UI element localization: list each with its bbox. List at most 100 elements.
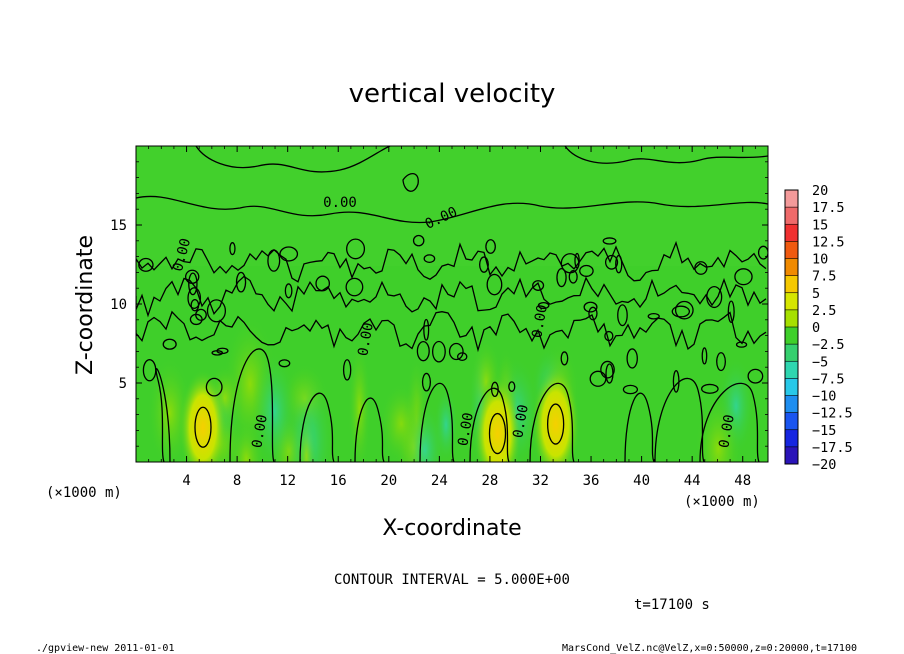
contour-cell (189, 313, 203, 326)
contour-cell (138, 257, 154, 272)
contour-cell (486, 273, 503, 296)
contour-cell (187, 287, 202, 310)
shade-blob (296, 412, 317, 462)
contour-cell (647, 312, 660, 320)
x-axis: 4 8 12 16 20 24 28 32 36 40 44 48 (148, 146, 756, 489)
contour-label: 0.00 (355, 321, 377, 357)
contour-interval: CONTOUR INTERVAL = 5.000E+00 (334, 572, 570, 588)
colorbar-swatch (785, 224, 798, 242)
colorbar-label: 17.5 (812, 200, 845, 216)
x-tick-label: 36 (583, 473, 600, 489)
colorbar-swatch (785, 361, 798, 379)
colorbar-label: −7.5 (812, 371, 845, 387)
colorbar-label: 0 (812, 320, 820, 336)
colorbar-swatch (785, 327, 798, 345)
contour-line (469, 387, 510, 462)
contour-cell (716, 352, 726, 372)
contour-line (419, 382, 455, 462)
x-tick-label: 24 (431, 473, 448, 489)
updraft-contour (194, 406, 212, 448)
contour-cell (206, 299, 227, 323)
contour-line (699, 382, 760, 462)
x-tick-label: 44 (684, 473, 701, 489)
x-tick-label: 12 (279, 473, 296, 489)
contour-cell (605, 363, 614, 384)
contour-line (564, 146, 768, 164)
shade-blob (251, 352, 297, 462)
colorbar-label: −20 (812, 457, 836, 473)
contour-cell (556, 267, 567, 288)
contour-cell (734, 268, 753, 286)
footer-right: MarsCond_VelZ.nc@VelZ,x=0:50000,z=0:2000… (562, 643, 857, 654)
contour-cell (706, 285, 723, 309)
x-axis-label: X-coordinate (382, 516, 521, 541)
colorbar-label: −5 (812, 354, 828, 370)
x-tick-label: 32 (532, 473, 549, 489)
colorbar-swatch (785, 275, 798, 294)
x-tick-label: 28 (481, 473, 498, 489)
contour-cell (604, 330, 614, 342)
contour-line (136, 240, 767, 283)
x-unit-left: (×1000 m) (46, 485, 122, 501)
contour-cell (479, 256, 489, 273)
colorbar-label: −2.5 (812, 337, 845, 353)
contour-cell (508, 381, 516, 392)
contour-labels: 0.000.000.000.000.000.00 0.00 0.00 0.00 (170, 195, 738, 449)
contour-cell (184, 269, 200, 284)
contour-cell (626, 348, 638, 369)
updraft-markers (194, 403, 565, 455)
contour-line (136, 195, 768, 224)
contour-label: 0.00 (529, 303, 551, 339)
contour-cell (602, 237, 617, 245)
colorbar-swatch (785, 241, 798, 259)
footer-left: ./gpview-new 2011-01-01 (36, 643, 174, 654)
colorbar-label: −15 (812, 423, 836, 439)
contour-cell (604, 254, 619, 270)
upper-band (136, 146, 768, 266)
contour-cell (421, 372, 432, 392)
shade-blob (348, 340, 371, 462)
colorbar-label: −17.5 (812, 440, 853, 456)
y-tick-label: 15 (110, 218, 127, 234)
contour-cell (600, 360, 615, 379)
contour-cell (747, 368, 764, 384)
contour-cell (674, 300, 694, 320)
contour-cell (532, 280, 545, 291)
updraft-shade (473, 375, 522, 462)
contour-line (229, 348, 275, 462)
contour-line (402, 173, 419, 192)
colorbar-swatch (785, 378, 798, 396)
contour-cell (346, 238, 366, 260)
colorbar-swatch (785, 446, 798, 465)
contour-cell (560, 351, 569, 366)
contour-line (155, 368, 171, 462)
colorbar-label: 10 (812, 252, 828, 268)
contour-cell (456, 352, 468, 362)
x-tick-label: 48 (734, 473, 751, 489)
x-tick-label: 16 (330, 473, 347, 489)
contour-cell (279, 246, 299, 262)
contour-cell (537, 302, 550, 310)
updraft-shade (531, 366, 580, 462)
contour-cell (205, 377, 223, 397)
x-tick-label: 40 (633, 473, 650, 489)
contour-cell (701, 347, 708, 365)
x-tick-label: 8 (233, 473, 241, 489)
contour-cell (583, 301, 598, 313)
contour-cell (622, 384, 639, 395)
contour-cell (448, 342, 464, 361)
contour-cell (162, 338, 177, 350)
colorbar-swatch (785, 344, 798, 362)
contour-label: 0.00 (510, 403, 532, 439)
time-label: t=17100 s (634, 597, 710, 613)
contour-cell (412, 234, 425, 247)
contour-cell (190, 299, 200, 312)
contour-cell (315, 275, 331, 292)
contour-line (624, 392, 655, 462)
contour-cell (588, 306, 598, 321)
contour-cell (229, 242, 236, 256)
colorbar-swatch (785, 412, 798, 431)
contour-cell (727, 300, 735, 323)
